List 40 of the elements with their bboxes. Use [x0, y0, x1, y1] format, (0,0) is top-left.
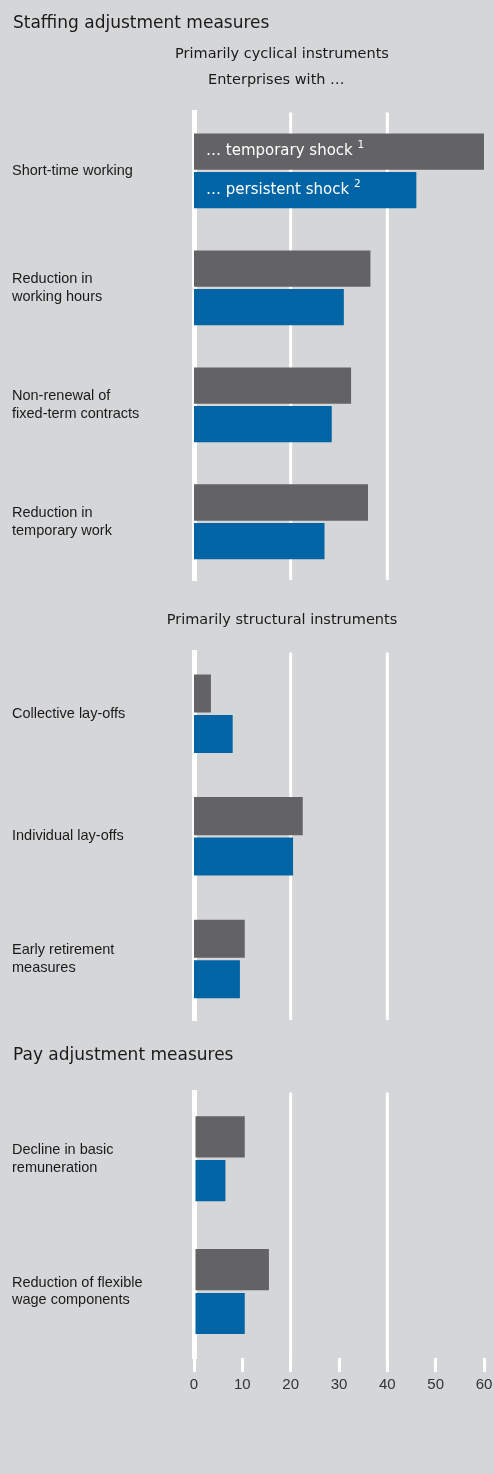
- bar: [194, 367, 352, 404]
- legend-title: Enterprises with …: [207, 70, 346, 89]
- bar: [194, 133, 484, 170]
- bar: [194, 837, 294, 876]
- bar: [194, 674, 211, 713]
- bar: [194, 919, 245, 958]
- x-tick-label: 30: [330, 1375, 348, 1393]
- x-tick-label: 20: [282, 1375, 300, 1393]
- y-tick-label: Early retirement measures: [12, 941, 115, 975]
- bar: [194, 250, 371, 287]
- x-tick-label: 10: [233, 1375, 251, 1393]
- y-tick-label: Non-renewal of fixed-term contracts: [12, 387, 140, 421]
- x-tick-label: 50: [427, 1375, 445, 1393]
- bar: [195, 1249, 269, 1291]
- bar: [194, 797, 303, 836]
- y-tick-label: Reduction of flexible wage components: [11, 1273, 143, 1308]
- chart-title: Pay adjustment measures: [12, 1043, 235, 1066]
- bar: [195, 1292, 245, 1335]
- x-tick-label: 0: [189, 1375, 199, 1393]
- chart-title: Staffing adjustment measures: [12, 11, 271, 34]
- bar: [195, 1160, 226, 1202]
- y-tick-label: Decline in basic remuneration: [12, 1141, 114, 1175]
- y-tick-label: Individual lay-offs: [12, 827, 124, 844]
- series-label: … temporary shock 1: [206, 138, 365, 160]
- bar: [194, 289, 344, 326]
- y-tick-label: Collective lay-offs: [12, 704, 126, 721]
- series-label: … persistent shock 2: [206, 176, 361, 199]
- y-tick-label: Short-time working: [12, 161, 133, 178]
- chart-subtitle: Primarily cyclical instruments: [174, 44, 390, 63]
- y-tick-label: Reduction in temporary work: [12, 504, 113, 538]
- y-tick-label: Reduction in working hours: [11, 270, 103, 304]
- bar: [194, 406, 332, 443]
- chart-subtitle: Primarily structural instruments: [165, 610, 399, 629]
- bar: [195, 1116, 245, 1158]
- x-tick-label: 40: [378, 1375, 396, 1393]
- bar: [194, 714, 233, 753]
- bar: [194, 484, 368, 521]
- bar: [194, 522, 325, 560]
- bar: [194, 960, 240, 999]
- x-tick-label: 60: [475, 1375, 493, 1393]
